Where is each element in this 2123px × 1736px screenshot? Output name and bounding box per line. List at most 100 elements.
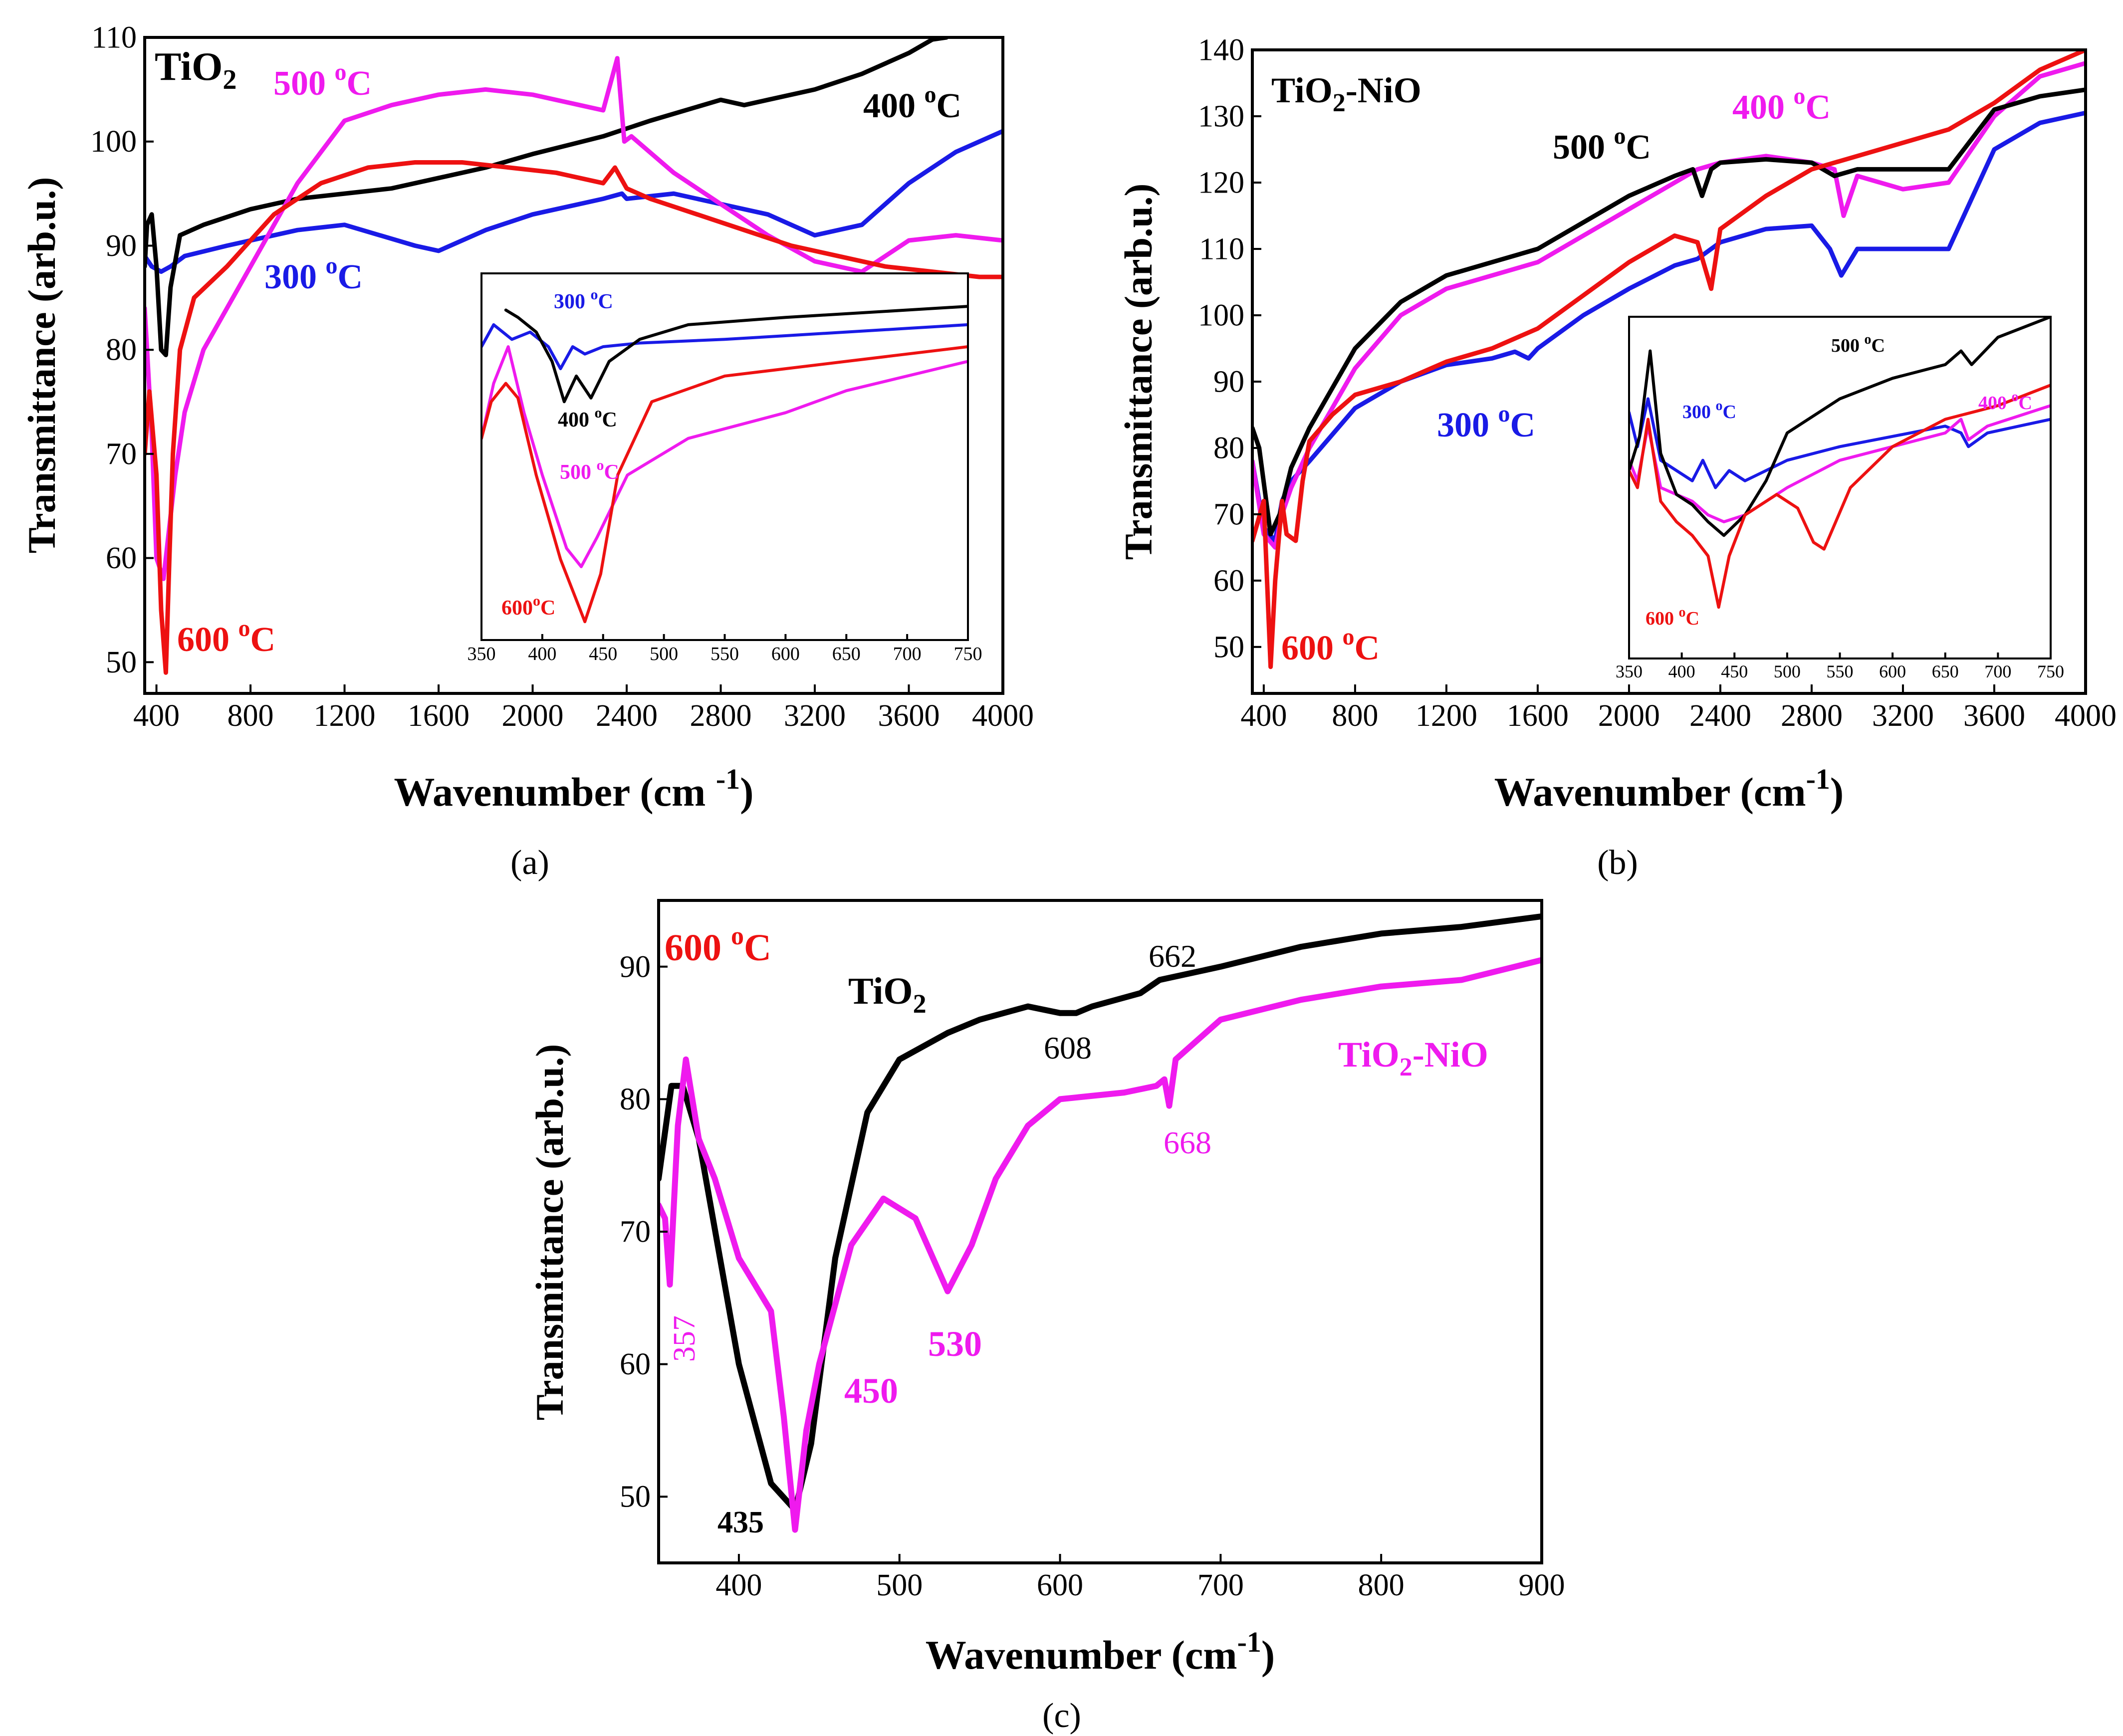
panel-a-xlabel: Wavenumber (cm -1) bbox=[394, 763, 754, 815]
y-tick-label: 110 bbox=[91, 20, 137, 54]
panel-c-caption: (c) bbox=[1042, 1697, 1081, 1735]
y-tick-label: 90 bbox=[620, 950, 651, 984]
label-b-600c: 600 oC bbox=[1281, 624, 1380, 667]
y-tick-label: 60 bbox=[620, 1347, 651, 1381]
x-tick-label: 2000 bbox=[502, 699, 564, 733]
series-line-a-400-oc bbox=[145, 37, 949, 358]
y-tick-label: 100 bbox=[1198, 298, 1244, 332]
x-tick-label: 600 bbox=[771, 644, 800, 664]
series-group-b bbox=[1252, 50, 2086, 669]
series-line-a-inset-400-oc bbox=[504, 305, 968, 404]
x-tick-label: 800 bbox=[1358, 1568, 1405, 1602]
y-tick-label: 50 bbox=[620, 1480, 651, 1514]
inset-a-label-600c: 600oC bbox=[501, 593, 555, 620]
inset-a-label-500c: 500 oC bbox=[560, 457, 619, 484]
label-b-500c: 500 oC bbox=[1553, 123, 1651, 167]
series-line-a-inset-500-oc bbox=[481, 345, 968, 568]
panel-b-title: TiO2-NiO bbox=[1271, 70, 1421, 117]
panel-a-inset-plot bbox=[481, 305, 968, 624]
x-tick-label: 1200 bbox=[314, 699, 376, 733]
x-tick-label: 500 bbox=[650, 644, 678, 664]
series-line-c-tio2 bbox=[659, 913, 1542, 1513]
x-tick-label: 400 bbox=[133, 699, 180, 733]
x-tick-label: 3600 bbox=[878, 699, 940, 733]
panel-a-inset-bg bbox=[481, 273, 968, 640]
y-tick-label: 50 bbox=[106, 646, 137, 679]
panel-b-frame bbox=[1251, 48, 2087, 695]
inset-b-label-400c: 400 oC bbox=[1978, 389, 2032, 414]
y-tick-label: 90 bbox=[106, 229, 137, 263]
y-tick-label: 70 bbox=[620, 1215, 651, 1249]
inset-b-label-300c: 300 oC bbox=[1682, 398, 1736, 423]
x-tick-label: 400 bbox=[528, 644, 556, 664]
x-tick-label: 400 bbox=[715, 1568, 762, 1602]
peak-label-662: 662 bbox=[1149, 938, 1196, 974]
label-b-400c: 400 oC bbox=[1732, 83, 1831, 127]
label-c-600c: 600 oC bbox=[665, 922, 771, 969]
x-tick-label: 800 bbox=[1332, 699, 1378, 733]
y-tick-label: 140 bbox=[1198, 33, 1244, 67]
x-tick-label: 650 bbox=[832, 644, 861, 664]
series-line-c-tio2-nio bbox=[659, 957, 1542, 1533]
panel-c-ylabel: Transmittance (arb.u.) bbox=[528, 1044, 571, 1421]
y-tick-label: 70 bbox=[1213, 497, 1244, 531]
x-tick-label: 2000 bbox=[1598, 699, 1660, 733]
x-tick-label: 800 bbox=[228, 699, 274, 733]
panel-a-caption: (a) bbox=[510, 844, 549, 882]
y-tick-label: 60 bbox=[1213, 564, 1244, 598]
x-tick-label: 2400 bbox=[1689, 699, 1751, 733]
y-tick-label: 110 bbox=[1199, 232, 1244, 266]
panel-c-axes: 400 500 600 700 800 900 50 60 70 80 90 bbox=[620, 950, 1565, 1602]
panel-a-inset-axes: 350 400 450 500 550 600 650 700 750 bbox=[468, 634, 982, 664]
label-a-600c: 600 oC bbox=[177, 615, 275, 659]
label-c-tio2-nio: TiO2-NiO bbox=[1338, 1035, 1488, 1082]
y-tick-label: 80 bbox=[1213, 431, 1244, 465]
x-tick-label: 450 bbox=[589, 644, 617, 664]
panel-c: 400 500 600 700 800 900 50 60 70 80 90 600 oC TiO2… bbox=[528, 899, 1565, 1735]
x-tick-label: 600 bbox=[1879, 661, 1906, 681]
panel-b-xlabel: Wavenumber (cm-1) bbox=[1494, 763, 1844, 815]
panel-a-axes: 400 800 1200 1600 2000 2400 2800 3200 3600 4000 50… bbox=[90, 20, 1034, 733]
y-tick-label: 80 bbox=[106, 333, 137, 367]
y-tick-label: 60 bbox=[106, 541, 137, 575]
panel-b-axes: 400 800 1200 1600 2000 2400 2800 3200 3600 4000 50… bbox=[1198, 33, 2117, 733]
y-tick-label: 100 bbox=[90, 125, 137, 159]
panel-a-plot bbox=[145, 37, 1003, 675]
label-b-300c: 300 oC bbox=[1437, 401, 1535, 444]
peak-label-530: 530 bbox=[928, 1324, 982, 1364]
x-tick-label: 4000 bbox=[972, 699, 1034, 733]
panel-c-plot bbox=[659, 913, 1542, 1533]
x-tick-label: 400 bbox=[1668, 661, 1695, 681]
x-tick-label: 2800 bbox=[690, 699, 752, 733]
y-tick-label: 50 bbox=[1213, 630, 1244, 664]
x-tick-label: 450 bbox=[1721, 661, 1748, 681]
series-line-b-600-oc bbox=[1252, 50, 2086, 669]
panel-b-inset-plot bbox=[1629, 317, 2051, 609]
panel-b: 400 800 1200 1600 2000 2400 2800 3200 3600 4000 50… bbox=[1117, 33, 2117, 882]
x-tick-label: 750 bbox=[954, 644, 982, 664]
y-tick-label: 120 bbox=[1198, 166, 1244, 200]
series-line-b-500-oc bbox=[1252, 87, 2086, 537]
panel-b-inset-axes: 350 400 450 500 550 600 650 700 750 bbox=[1616, 652, 2064, 681]
panel-c-xlabel: Wavenumber (cm-1) bbox=[926, 1626, 1275, 1678]
y-tick-label: 70 bbox=[106, 437, 137, 471]
x-tick-label: 400 bbox=[1240, 699, 1287, 733]
x-tick-label: 350 bbox=[1616, 661, 1643, 681]
x-tick-label: 900 bbox=[1519, 1568, 1565, 1602]
x-tick-label: 2800 bbox=[1781, 699, 1843, 733]
label-c-tio2: TiO2 bbox=[848, 970, 927, 1019]
x-tick-label: 3600 bbox=[1963, 699, 2025, 733]
inset-b-label-500c: 500 oC bbox=[1831, 332, 1885, 356]
panel-b-caption: (b) bbox=[1597, 844, 1638, 882]
x-tick-label: 550 bbox=[710, 644, 739, 664]
x-tick-label: 600 bbox=[1037, 1568, 1083, 1602]
x-tick-label: 750 bbox=[2037, 661, 2064, 681]
y-tick-label: 80 bbox=[620, 1083, 651, 1116]
x-tick-label: 4000 bbox=[2055, 699, 2117, 733]
series-group-c bbox=[659, 913, 1542, 1533]
x-tick-label: 700 bbox=[1984, 661, 2011, 681]
x-tick-label: 1200 bbox=[1415, 699, 1477, 733]
x-tick-label: 3200 bbox=[1872, 699, 1934, 733]
series-line-a-600-oc bbox=[145, 160, 1003, 675]
